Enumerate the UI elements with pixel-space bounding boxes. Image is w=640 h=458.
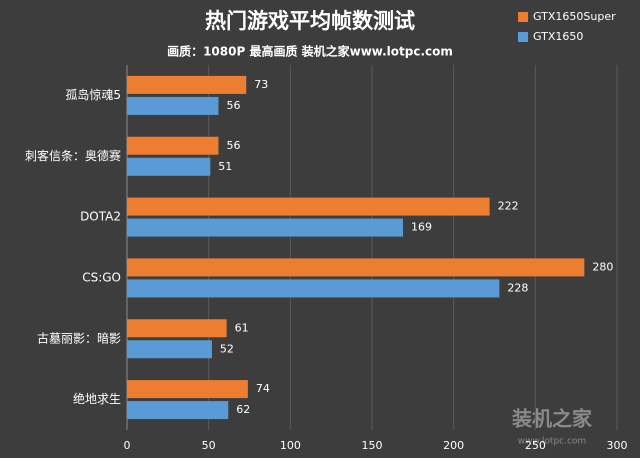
value-label: 169: [411, 221, 432, 234]
bar: [127, 197, 490, 216]
value-label: 56: [226, 139, 240, 152]
value-label: 222: [498, 200, 519, 213]
value-label: 228: [507, 281, 528, 294]
legend-label: GTX1650: [533, 30, 583, 43]
x-tick-label: 200: [443, 439, 464, 452]
legend-swatch: [518, 32, 528, 42]
y-tick-label: 孤岛惊魂5: [65, 87, 121, 102]
bar: [127, 157, 211, 176]
x-tick-label: 100: [280, 439, 301, 452]
chart-subtitle: 画质：1080P 最高画质 装机之家www.lotpc.com: [167, 44, 453, 59]
bar: [127, 401, 229, 420]
bar: [127, 380, 248, 399]
value-label: 52: [220, 342, 234, 355]
chart-title: 热门游戏平均帧数测试: [205, 9, 415, 33]
bar: [127, 96, 219, 115]
value-label: 280: [592, 260, 613, 273]
legend-label: GTX1650Super: [533, 10, 616, 23]
value-label: 62: [236, 403, 250, 416]
bar: [127, 258, 585, 277]
watermark-brand: 装机之家: [511, 407, 593, 431]
value-label: 51: [218, 160, 232, 173]
bar: [127, 218, 404, 237]
bar: [127, 340, 212, 359]
x-tick-label: 150: [362, 439, 383, 452]
y-tick-label: 刺客信条：奥德赛: [25, 148, 121, 163]
x-tick-label: 50: [202, 439, 216, 452]
bar: [127, 75, 247, 94]
value-label: 73: [254, 78, 268, 91]
legend-swatch: [518, 12, 528, 22]
bar: [127, 136, 219, 155]
x-tick-label: 300: [607, 439, 628, 452]
y-tick-label: CS:GO: [82, 270, 121, 284]
bar: [127, 319, 227, 338]
watermark-url: www.lotpc.com: [518, 437, 586, 447]
x-tick-label: 250: [525, 439, 546, 452]
value-label: 61: [235, 321, 249, 334]
value-label: 56: [226, 99, 240, 112]
y-tick-label: 绝地求生: [73, 391, 121, 406]
x-tick-label: 0: [124, 439, 131, 452]
bar: [127, 279, 500, 298]
y-tick-label: DOTA2: [80, 210, 121, 224]
value-label: 74: [256, 382, 270, 395]
y-tick-label: 古墓丽影：暗影: [37, 330, 121, 345]
